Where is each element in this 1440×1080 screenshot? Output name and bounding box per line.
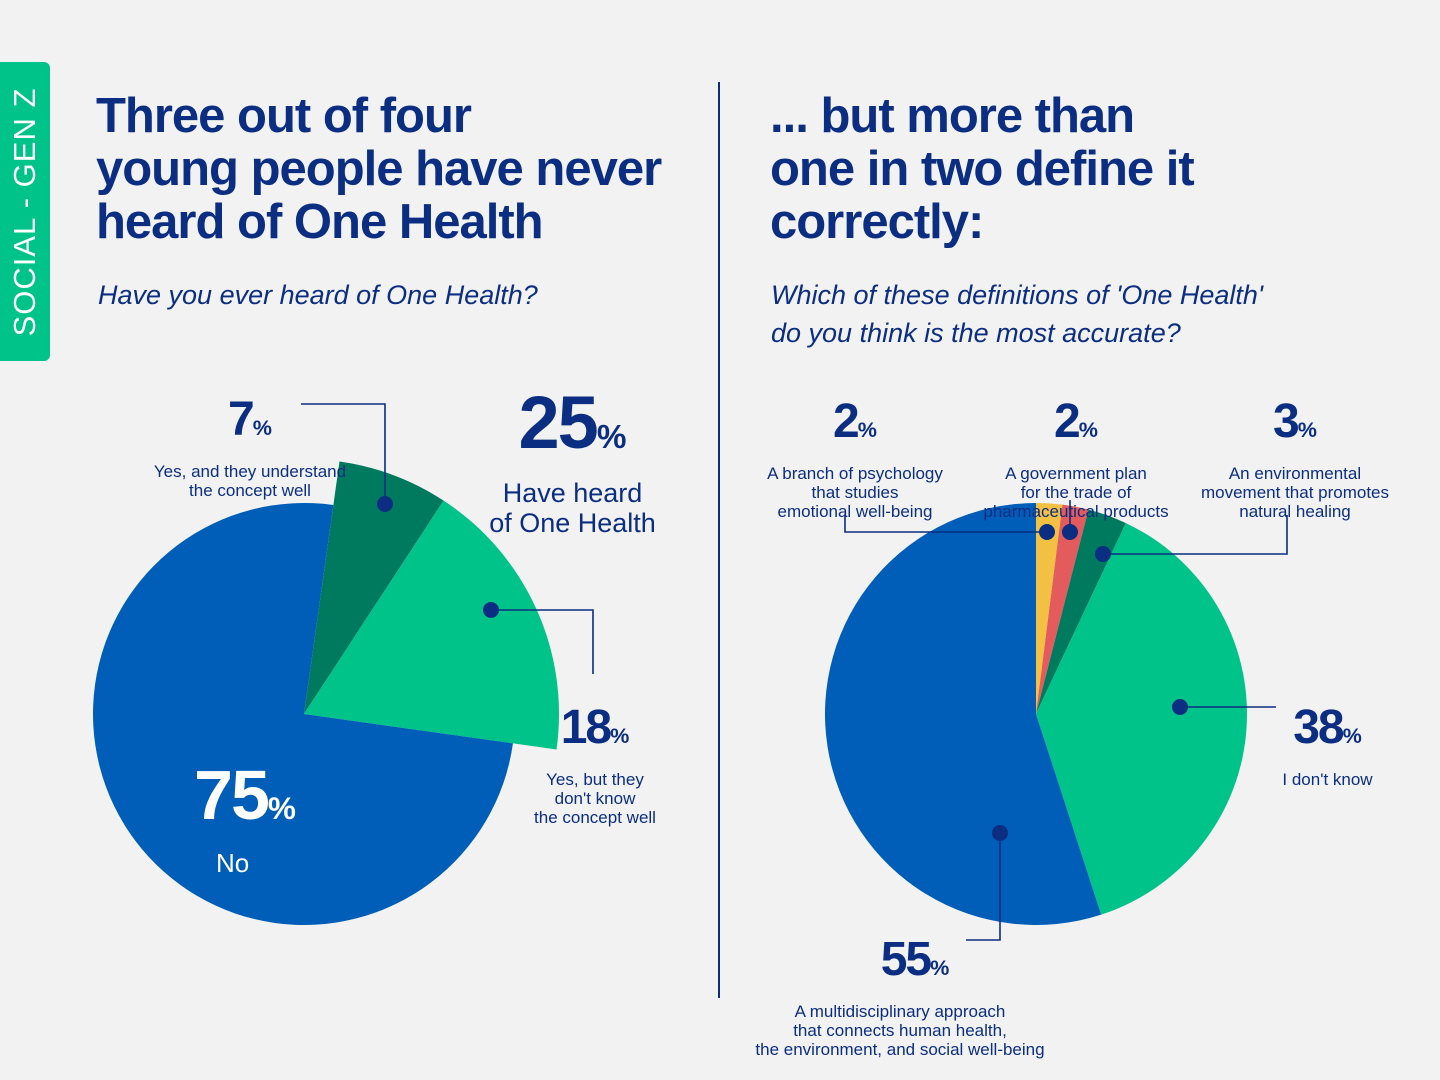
right-leader-dont-know-dot	[1172, 699, 1188, 715]
divider	[718, 82, 720, 998]
right-leader-psychology-line	[844, 515, 1047, 533]
left-title: Three out of four young people have neve…	[96, 89, 662, 249]
right-leader-multidisciplinary-line	[966, 833, 1001, 941]
left-leader-7-dot	[377, 496, 393, 512]
right-pie-slice-0	[1036, 503, 1063, 714]
label-right-environmental: 3% An environmental movement that promot…	[1200, 395, 1390, 522]
label-left-75: 75% No	[194, 756, 296, 878]
right-leader-multidisciplinary-dot	[992, 825, 1008, 841]
label-right-multidisciplinary: 55% A multidisciplinary approach that co…	[755, 933, 1045, 1060]
right-title: ... but more than one in two define it c…	[770, 89, 1195, 249]
label-right-dont-know: 38% I don't know	[1282, 701, 1373, 790]
label-left-group: 25% Have heard of One Health	[489, 381, 656, 539]
label-left-7: 7% Yes, and they understand the concept …	[153, 393, 347, 501]
label-right-psychology: 2% A branch of psychology that studies e…	[767, 395, 943, 522]
label-left-18: 18% Yes, but they don't know the concept…	[534, 701, 656, 828]
left-leader-18-dot	[483, 602, 499, 618]
left-pie-slice-0	[304, 461, 444, 714]
label-right-government: 2% A government plan for the trade of ph…	[983, 395, 1169, 522]
right-pie-slice-4	[825, 503, 1102, 925]
right-pie-slice-3	[1036, 523, 1248, 915]
section-tab: SOCIAL - GEN Z	[0, 62, 50, 361]
left-leader-7-line	[301, 403, 386, 504]
right-question: Which of these definitions of 'One Healt…	[771, 280, 1264, 348]
right-leader-environmental-line	[1103, 515, 1288, 555]
left-pie-slice-2	[92, 502, 513, 926]
right-leader-government-dot	[1062, 524, 1078, 540]
left-question: Have you ever heard of One Health?	[98, 280, 538, 310]
right-leader-environmental-dot	[1095, 546, 1111, 562]
right-pie-slice-1	[1036, 504, 1089, 714]
left-pie-slice-1	[304, 500, 559, 750]
right-leader-psychology-dot	[1039, 524, 1055, 540]
left-leader-18-line	[491, 609, 594, 674]
